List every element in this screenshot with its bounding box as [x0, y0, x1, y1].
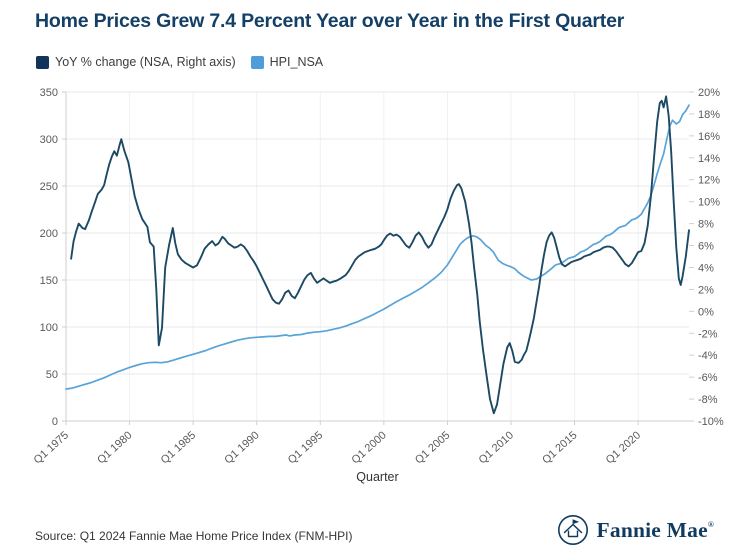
right-axis-tick-label: 8% [698, 219, 714, 231]
left-axis-tick-label: 350 [40, 87, 58, 99]
right-axis-tick-label: 0% [698, 306, 714, 318]
right-axis-tick-label: -2% [698, 328, 718, 340]
x-tick-label: Q1 2000 [349, 429, 388, 466]
right-axis-tick-label: 18% [698, 109, 720, 121]
left-axis-tick-label: 50 [46, 369, 58, 381]
x-tick-label: Q1 2020 [604, 429, 643, 466]
left-axis-tick-label: 0 [52, 416, 58, 428]
legend-label-hpi: HPI_NSA [269, 55, 324, 69]
right-axis-tick-label: -6% [698, 372, 718, 384]
right-axis-tick-label: -10% [698, 416, 724, 428]
right-axis-tick-label: 20% [698, 87, 720, 99]
x-tick-label: Q1 1995 [286, 429, 325, 466]
left-axis-tick-label: 150 [40, 275, 58, 287]
left-axis-tick-label: 250 [40, 181, 58, 193]
x-tick-label: Q1 2015 [540, 429, 579, 466]
right-axis-tick-label: 14% [698, 153, 720, 165]
x-tick-label: Q1 1990 [222, 429, 261, 466]
right-axis-tick-label: 6% [698, 241, 714, 253]
right-axis-tick-label: 10% [698, 197, 720, 209]
legend-item-yoy[interactable]: YoY % change (NSA, Right axis) [36, 55, 236, 69]
legend-label-yoy: YoY % change (NSA, Right axis) [55, 55, 236, 69]
hpi-nsa-line[interactable] [65, 104, 690, 390]
x-tick-label: Q1 2005 [413, 429, 452, 466]
x-axis-title: Quarter [356, 470, 398, 484]
x-tick-label: Q1 1975 [32, 429, 71, 466]
legend-item-hpi[interactable]: HPI_NSA [250, 55, 324, 69]
x-tick-label: Q1 1980 [95, 429, 134, 466]
left-axis-tick-label: 200 [40, 228, 58, 240]
fannie-mae-logo-icon [557, 515, 588, 545]
left-axis-tick-label: 100 [40, 322, 58, 334]
right-axis-tick-label: 2% [698, 284, 714, 296]
chart-area: Q1 1975 Q1 1980 Q1 1985 Q1 1990 Q1 1995 Q1 20… [0, 85, 744, 515]
registered-trademark-symbol: ® [707, 519, 714, 529]
left-axis-tick-label: 300 [40, 134, 58, 146]
chart-legend: YoY % change (NSA, Right axis) HPI_NSA [36, 55, 323, 69]
right-axis-tick-label: -8% [698, 394, 718, 406]
right-axis-tick-label: -4% [698, 350, 718, 362]
logo-wordmark: Fannie Mae® [596, 517, 714, 542]
yoy-change-line[interactable] [70, 95, 690, 415]
x-tick-label: Q1 2010 [477, 429, 516, 466]
hpi-series-swatch-icon [250, 55, 264, 69]
source-note: Source: Q1 2024 Fannie Mae Home Price In… [35, 529, 353, 543]
x-tick-label: Q1 1985 [159, 429, 198, 466]
price-index-chart: Q1 1975 Q1 1980 Q1 1985 Q1 1990 Q1 1995 Q1 20… [32, 87, 724, 484]
right-axis-tick-label: 12% [698, 175, 720, 187]
fannie-mae-logo: Fannie Mae® [557, 514, 714, 546]
right-axis-tick-label: 16% [698, 131, 720, 143]
page-title: Home Prices Grew 7.4 Percent Year over Y… [35, 10, 625, 32]
right-axis-tick-label: 4% [698, 262, 714, 274]
yoy-series-swatch-icon [36, 55, 49, 69]
